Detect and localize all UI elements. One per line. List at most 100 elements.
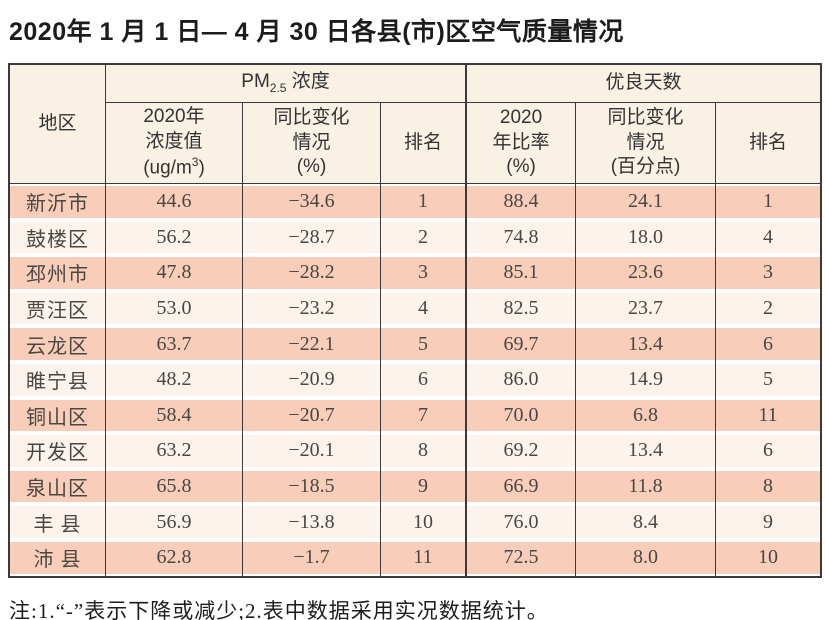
ratio-change-line1: 同比变化	[607, 106, 684, 128]
cell-ratio-change: 11.8	[575, 468, 716, 505]
column-header-pm-value: 2020年 浓度值 (ug/m3)	[105, 103, 242, 184]
cell-pm-value: 53.0	[105, 290, 242, 327]
column-header-ratio-change: 同比变化 情况 (百分点)	[575, 103, 716, 184]
cell-pm-value: 63.2	[105, 433, 242, 469]
table-row: 开发区 63.2 −20.1 8 69.2 13.4 6	[10, 433, 821, 469]
cell-pm-change: −20.9	[242, 361, 380, 398]
table-row: 邳州市 47.8 −28.2 3 85.1 23.6 3	[10, 255, 821, 291]
cell-ratio: 69.2	[465, 433, 576, 469]
cell-region: 新沂市	[10, 184, 105, 220]
cell-region: 云龙区	[10, 326, 105, 362]
ratio-line2: 年比率	[492, 131, 550, 153]
cell-pm-change: −20.1	[242, 433, 380, 469]
cell-ratio: 85.1	[465, 255, 576, 291]
table-row: 丰 县 56.9 −13.8 10 76.0 8.4 9	[10, 504, 821, 540]
pm-value-unit: (ug/m3)	[106, 155, 242, 181]
column-group-good-days: 优良天数	[465, 65, 821, 103]
cell-ratio-rank: 5	[715, 361, 821, 398]
cell-pm-rank: 2	[380, 219, 466, 256]
cell-ratio: 88.4	[465, 184, 576, 220]
cell-pm-change: −28.2	[242, 255, 380, 291]
cell-pm-value: 65.8	[105, 468, 242, 505]
cell-ratio-rank: 6	[715, 433, 821, 469]
cell-pm-change: −22.1	[242, 326, 380, 362]
pm25-label-prefix: PM	[241, 71, 270, 93]
cell-ratio: 86.0	[465, 361, 576, 398]
pm-change-line1: 同比变化	[273, 106, 350, 128]
cell-pm-change: −23.2	[242, 290, 380, 327]
cell-ratio-change: 8.0	[575, 539, 716, 576]
cell-pm-change: −1.7	[242, 539, 380, 576]
cell-ratio-rank: 11	[715, 397, 821, 434]
cell-ratio: 76.0	[465, 504, 576, 540]
cell-ratio-rank: 1	[715, 184, 821, 220]
cell-ratio-change: 24.1	[575, 184, 716, 220]
cell-pm-rank: 7	[380, 397, 466, 434]
cell-ratio-change: 23.7	[575, 290, 716, 327]
cell-ratio-rank: 3	[715, 255, 821, 291]
pm-value-unit-sup: 3	[191, 154, 199, 169]
cell-pm-value: 62.8	[105, 539, 242, 576]
cell-region: 丰 县	[10, 504, 105, 540]
cell-pm-rank: 5	[380, 326, 466, 362]
cell-pm-value: 44.6	[105, 184, 242, 220]
cell-pm-rank: 8	[380, 433, 466, 469]
cell-ratio: 74.8	[465, 219, 576, 256]
cell-ratio-change: 18.0	[575, 219, 716, 256]
table-row: 睢宁县 48.2 −20.9 6 86.0 14.9 5	[10, 361, 821, 398]
cell-ratio: 70.0	[465, 397, 576, 434]
cell-region: 贾汪区	[10, 290, 105, 327]
cell-region: 邳州市	[10, 255, 105, 291]
cell-pm-change: −34.6	[242, 184, 380, 220]
cell-ratio-rank: 8	[715, 468, 821, 505]
pm25-label-suffix: 浓度	[286, 71, 330, 93]
table-header: 地区 PM2.5 浓度 优良天数 2020年 浓度值 (ug/m3) 同比变化 …	[10, 65, 821, 184]
cell-pm-value: 58.4	[105, 397, 242, 434]
column-header-ratio-rank: 排名	[715, 103, 821, 184]
cell-pm-rank: 6	[380, 361, 466, 398]
cell-pm-change: −18.5	[242, 468, 380, 505]
cell-region: 睢宁县	[10, 361, 105, 398]
pm25-subscript: 2.5	[269, 81, 287, 96]
cell-ratio: 66.9	[465, 468, 576, 505]
cell-ratio-change: 14.9	[575, 361, 716, 398]
footnote: 注:1.“-”表示下降或减少;2.表中数据采用实况数据统计。	[9, 598, 549, 620]
cell-pm-value: 56.9	[105, 504, 242, 540]
cell-pm-rank: 11	[380, 539, 466, 576]
column-header-pm-change: 同比变化 情况 (%)	[242, 103, 380, 184]
pm-value-line2: 浓度值	[145, 130, 203, 152]
cell-region: 沛 县	[10, 539, 105, 576]
header-sub-row: 2020年 浓度值 (ug/m3) 同比变化 情况 (%) 排名 2020 年比…	[10, 103, 821, 184]
cell-ratio-rank: 9	[715, 504, 821, 540]
cell-region: 泉山区	[10, 468, 105, 505]
table-row: 新沂市 44.6 −34.6 1 88.4 24.1 1	[10, 184, 821, 220]
column-header-region: 地区	[10, 65, 105, 184]
pm-value-line1: 2020年	[143, 106, 205, 128]
ratio-change-unit: (百分点)	[610, 156, 681, 178]
cell-ratio: 72.5	[465, 539, 576, 576]
ratio-unit: (%)	[506, 156, 536, 178]
cell-pm-change: −13.8	[242, 504, 380, 540]
pm-value-unit-suffix: )	[198, 157, 205, 178]
ratio-change-line2: 情况	[626, 131, 665, 153]
table-row: 泉山区 65.8 −18.5 9 66.9 11.8 8	[10, 468, 821, 505]
pm-change-unit: (%)	[296, 156, 327, 178]
table-row: 鼓楼区 56.2 −28.7 2 74.8 18.0 4	[10, 219, 821, 256]
cell-ratio: 69.7	[465, 326, 576, 362]
cell-pm-rank: 10	[380, 504, 466, 540]
cell-region: 铜山区	[10, 397, 105, 434]
pm-value-unit-prefix: (ug/m	[143, 157, 192, 178]
cell-pm-value: 48.2	[105, 361, 242, 398]
cell-pm-rank: 4	[380, 290, 466, 327]
cell-ratio: 82.5	[465, 290, 576, 327]
cell-ratio-rank: 2	[715, 290, 821, 327]
page-title: 2020年 1 月 1 日— 4 月 30 日各县(市)区空气质量情况	[9, 18, 624, 46]
ratio-line1: 2020	[499, 106, 543, 128]
cell-pm-rank: 1	[380, 184, 466, 220]
cell-pm-value: 63.7	[105, 326, 242, 362]
column-group-pm25: PM2.5 浓度	[105, 65, 466, 103]
cell-pm-rank: 9	[380, 468, 466, 505]
table-row: 贾汪区 53.0 −23.2 4 82.5 23.7 2	[10, 290, 821, 327]
pm-change-line2: 情况	[292, 131, 331, 153]
